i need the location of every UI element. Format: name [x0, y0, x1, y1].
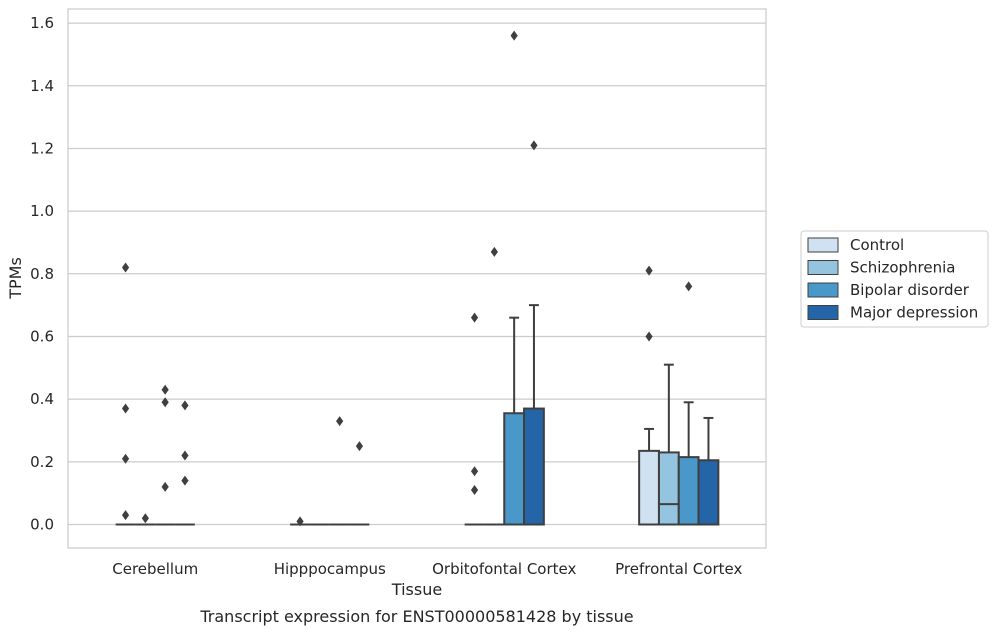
x-axis-label: Tissue: [391, 580, 442, 599]
outlier-point: [121, 262, 130, 273]
legend-label: Major depression: [850, 304, 978, 322]
y-tick-label: 1.0: [30, 202, 54, 220]
box: [503, 412, 526, 526]
box-element: [155, 384, 176, 526]
box: [677, 456, 700, 526]
grid-lines: [68, 22, 766, 526]
plot-frame: [67, 8, 767, 549]
y-tick-label: 0.8: [30, 265, 54, 283]
x-tick-label: Prefrontal Cortex: [615, 560, 742, 578]
legend-frame: [800, 230, 989, 328]
box: [523, 407, 545, 526]
outlier-point: [470, 485, 479, 496]
legend-swatch: [807, 305, 839, 320]
box-element: [697, 416, 720, 526]
y-tick-label: 1.2: [30, 139, 54, 157]
x-tick-labels: Cerebellum Hipppocampus Orbitofontal Corte…: [112, 560, 742, 578]
box-series: [115, 30, 720, 527]
box-element: [523, 140, 545, 526]
outlier-point: [141, 513, 149, 524]
outlier-point: [510, 30, 518, 41]
outlier-point: [470, 466, 479, 477]
outlier-point: [181, 400, 189, 411]
legend-swatch: [807, 282, 839, 298]
outlier-point: [121, 403, 130, 414]
legend-label: Control: [850, 236, 904, 254]
outlier-point: [645, 265, 653, 276]
box-element: [657, 363, 680, 526]
y-tick-label: 0.2: [30, 453, 54, 471]
outlier-point: [336, 416, 344, 427]
outlier-point: [530, 140, 538, 151]
outlier-point: [296, 516, 304, 527]
legend-label: Bipolar disorder: [850, 281, 970, 299]
outlier-point: [161, 481, 169, 492]
legend-swatch: [807, 237, 839, 253]
x-tick-label: Orbitofontal Cortex: [432, 560, 576, 578]
box-element: [677, 281, 700, 526]
outlier-point: [161, 384, 169, 395]
outlier-point: [355, 441, 364, 452]
box-element: [349, 441, 370, 526]
box: [697, 459, 720, 526]
box-element: [290, 516, 310, 527]
legend-label: Schizophrenia: [850, 259, 955, 277]
x-tick-label: Hipppocampus: [274, 560, 386, 578]
outlier-point: [161, 397, 169, 408]
y-tick-label: 0.4: [30, 390, 54, 408]
box-element: [464, 312, 485, 526]
y-tick-label: 0.6: [30, 327, 54, 345]
box-element: [638, 265, 660, 526]
box-element: [135, 513, 156, 526]
y-tick-label: 1.6: [30, 14, 54, 32]
y-tick-labels: 0.0 0.2 0.4 0.6 0.8 1.0 1.2 1.4 1.6: [30, 14, 54, 533]
y-axis-label: TPMs: [6, 257, 25, 300]
box-element: [484, 246, 505, 526]
outlier-point: [121, 453, 130, 464]
outlier-point: [490, 246, 498, 257]
outlier-point: [685, 281, 693, 292]
y-tick-label: 0.0: [30, 515, 54, 533]
box-element: [503, 30, 526, 526]
box-element: [329, 416, 350, 526]
legend-swatch: [807, 260, 839, 275]
legend: Control Schizophrenia Bipolar disorder Majo…: [800, 230, 989, 328]
box-element: [175, 400, 195, 526]
y-tick-label: 1.4: [30, 77, 54, 95]
x-tick-label: Cerebellum: [112, 560, 198, 578]
outlier-point: [470, 312, 479, 323]
outlier-point: [645, 331, 653, 342]
outlier-point: [181, 450, 189, 461]
box: [638, 449, 660, 526]
outlier-point: [121, 510, 130, 521]
box-element: [115, 262, 136, 526]
box: [657, 451, 680, 526]
figure-caption: Transcript expression for ENST0000058142…: [199, 607, 633, 626]
outlier-point: [181, 475, 189, 486]
